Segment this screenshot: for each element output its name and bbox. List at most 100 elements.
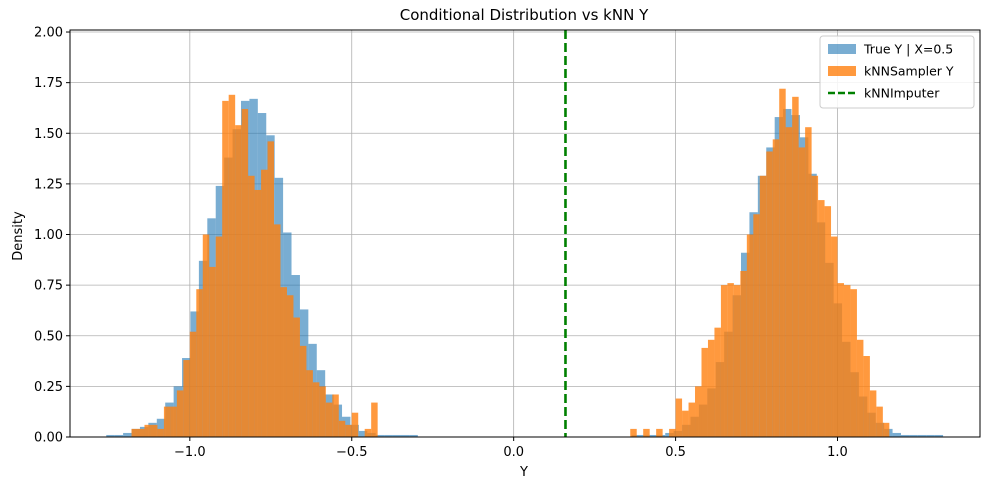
y-tick-label: 1.50 [34,127,63,142]
histogram-bar [772,139,780,438]
histogram-bar [338,420,346,437]
y-tick-label: 1.75 [34,76,63,91]
histogram-bar [163,406,171,437]
histogram-bar [293,317,300,437]
histogram-bar [818,200,825,437]
histogram-bar [675,398,683,437]
histogram-bar [892,432,901,437]
histogram-bar [196,289,203,437]
histogram-bar [630,428,637,437]
histogram-bar [917,434,927,437]
histogram-bar [286,295,294,437]
histogram-bar [157,428,164,437]
y-tick-label: 1.00 [34,228,63,243]
histogram-bar [202,234,210,437]
y-tick-label: 2.00 [34,26,63,41]
histogram-bar [831,236,838,437]
histogram-bar [695,386,702,437]
histogram-bar [805,127,812,437]
histogram-bar [144,424,151,437]
histogram-bar [409,434,418,437]
legend-box [819,35,975,109]
histogram-bar [345,424,352,437]
histogram-bar [792,96,799,437]
histogram-bar [312,382,320,437]
x-tick-label: 0.5 [665,445,686,460]
histogram-bar [688,402,696,437]
y-axis-ticks: 0.00 0.25 0.50 0.75 1.00 1.25 1.50 1.75 2.00 [34,26,70,446]
histogram-bar [720,285,728,437]
x-tick-label: 1.0 [827,445,848,460]
histogram-bar [384,434,393,437]
histogram-bar [400,434,410,437]
histogram-bar [714,327,721,437]
histogram-bar [682,410,689,437]
histogram-bar [375,434,385,437]
histogram-bar [869,390,877,437]
histogram-bar [863,356,870,437]
histogram-bar [189,331,197,437]
histogram-bar [824,206,832,437]
histogram-bar [183,360,190,437]
y-tick-label: 0.00 [34,431,63,446]
histogram-bar [727,283,734,437]
histogram-bar [656,428,663,437]
histogram-bar [319,386,326,437]
histogram-bar [643,428,650,437]
chart-title: Conditional Distribution vs kNN Y [400,6,649,24]
histogram-bars [106,88,944,438]
legend-label: True Y | X=0.5 [863,42,953,57]
histogram-bar [280,287,287,437]
histogram-bar [170,406,177,437]
histogram-bar [241,108,249,437]
histogram-bar [123,432,132,437]
histogram-bar [811,175,819,437]
histogram-bar [934,434,944,437]
histogram-bar [740,270,747,437]
histogram-bar [909,434,918,437]
plot-frame [69,29,981,438]
legend-label: kNNSampler Y [864,64,954,79]
histogram-bar [371,402,378,437]
histogram-bar [248,175,255,437]
histogram-bar [876,406,883,437]
histogram-bar [746,234,754,437]
histogram-bar [306,370,313,437]
histogram-bar [392,434,401,437]
histogram-bar [707,339,715,437]
histogram-bar [267,141,275,437]
histogram-bar [900,434,910,437]
x-axis-ticks: −1.0 −0.5 0.0 0.5 1.0 [174,437,848,460]
legend-label: kNNImputer [864,86,940,101]
histogram-bar [215,236,223,437]
histogram-bar [669,428,676,437]
histogram-bar [235,125,242,437]
histogram-bar [766,151,773,437]
histogram-bar [228,94,236,437]
histogram-bar [785,127,793,437]
x-axis-label: Y [519,465,528,480]
histogram-bar [114,434,124,437]
histogram-bar [209,266,216,437]
histogram-bar [254,189,262,437]
histogram-bar [837,283,844,437]
legend-swatch [828,44,856,54]
x-tick-label: −1.0 [174,445,206,460]
histogram-bar [733,285,741,437]
histogram-bar [138,428,145,437]
legend: True Y | X=0.5 kNNSampler Y kNNImputer [819,35,975,109]
histogram-bar [753,214,760,437]
histogram-bar [351,412,359,437]
histogram-bar [299,345,307,437]
histogram-bar [358,430,368,437]
x-tick-label: 0.0 [503,445,524,460]
histogram-bar [843,285,851,437]
y-tick-label: 0.25 [34,380,63,395]
histogram-bar [261,169,268,437]
x-tick-label: −0.5 [336,445,368,460]
y-tick-label: 0.50 [34,329,63,344]
histogram-bar [325,402,333,437]
y-tick-label: 0.75 [34,279,63,294]
histogram-bar [332,394,339,437]
